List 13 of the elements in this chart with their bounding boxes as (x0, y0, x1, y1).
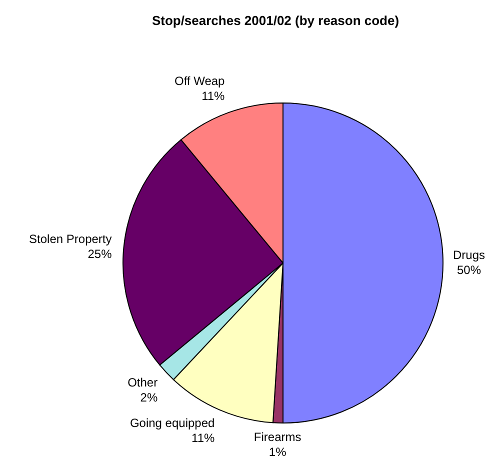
slice-label: Drugs (452, 248, 486, 262)
slice-label: Firearms (254, 430, 302, 444)
chart-title: Stop/searches 2001/02 (by reason code) (150, 12, 400, 30)
slice-label: Other (128, 376, 158, 390)
data-label: 1% (268, 444, 287, 459)
slice-label: Going equipped (130, 416, 215, 430)
data-label: 25% (88, 246, 112, 261)
slice-label: Off Weap (174, 74, 226, 88)
data-label: 50% (456, 263, 482, 277)
slice-label: Stolen Property (29, 232, 112, 246)
data-label: 2% (140, 390, 158, 405)
data-label: 11% (192, 430, 216, 445)
data-label: 11% (202, 89, 226, 104)
